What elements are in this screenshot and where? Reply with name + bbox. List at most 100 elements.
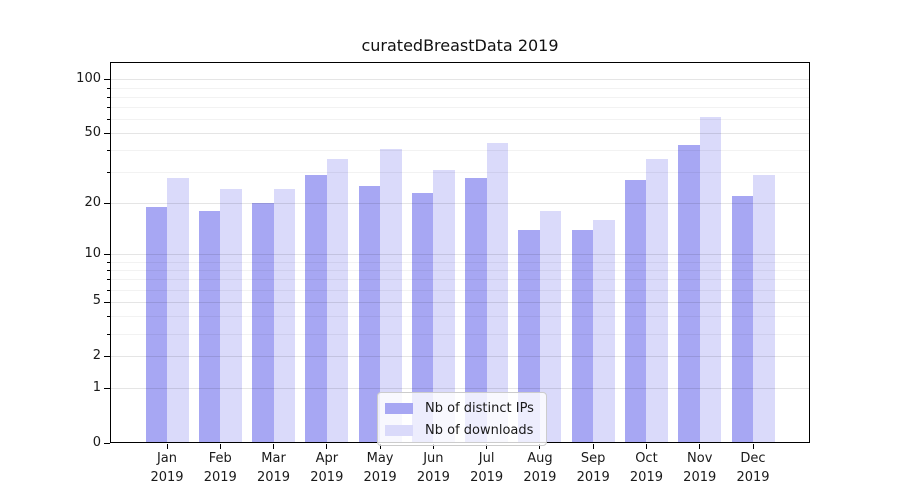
x-label-year-oct: 2019 <box>629 470 663 485</box>
x-tick-label-mar: Mar 2019 <box>244 449 304 487</box>
x-label-year-nov: 2019 <box>683 470 717 485</box>
legend-swatch-nb-of-distinct-ips <box>385 402 413 414</box>
bar-nb-of-downloads-may <box>380 148 402 443</box>
x-tick-label-feb: Feb 2019 <box>190 449 250 487</box>
bar-nb-of-distinct-ips-feb <box>198 211 221 443</box>
legend-label-nb-of-distinct-ips: Nb of distinct IPs <box>425 400 534 416</box>
bar-nb-of-distinct-ips-jun <box>411 192 434 443</box>
y-minor-tick-30 <box>107 172 110 174</box>
minor-gridline-7 <box>111 279 809 281</box>
y-tick-label-2: 2 <box>92 347 101 363</box>
y-tick-label-0: 0 <box>92 434 101 450</box>
y-tick-label-100: 100 <box>76 70 101 86</box>
minor-gridline-9 <box>111 261 809 263</box>
x-label-year-jan: 2019 <box>150 470 184 485</box>
bar-nb-of-distinct-ips-nov <box>678 144 700 443</box>
y-minor-tick-70 <box>107 107 110 109</box>
gridline-10 <box>111 254 809 256</box>
y-tick-label-20: 20 <box>84 194 101 210</box>
gridline-50 <box>111 133 809 135</box>
chart-title: curatedBreastData 2019 <box>361 36 559 55</box>
x-tick-label-apr: Apr 2019 <box>297 449 357 487</box>
x-tick-nov <box>699 444 701 449</box>
minor-gridline-90 <box>111 87 809 89</box>
bar-nb-of-distinct-ips-aug <box>518 229 540 443</box>
bar-nb-of-distinct-ips-dec <box>731 195 753 443</box>
x-tick-sep <box>592 444 594 449</box>
bar-nb-of-downloads-jun <box>433 169 455 443</box>
y-tick-1 <box>104 388 110 390</box>
y-tick-2 <box>104 356 110 358</box>
y-tick-label-1: 1 <box>92 379 101 395</box>
x-label-month-nov: Nov <box>687 451 713 466</box>
bar-nb-of-downloads-apr <box>326 158 349 443</box>
x-label-year-sep: 2019 <box>576 470 610 485</box>
x-tick-apr <box>326 444 328 449</box>
bar-nb-of-distinct-ips-may <box>358 186 381 443</box>
bar-nb-of-distinct-ips-apr <box>305 175 327 443</box>
x-tick-label-nov: Nov 2019 <box>670 449 730 487</box>
y-minor-tick-6 <box>107 289 110 291</box>
y-tick-50 <box>104 133 110 135</box>
x-label-year-jun: 2019 <box>416 470 450 485</box>
bar-nb-of-downloads-aug <box>539 211 562 443</box>
x-label-year-may: 2019 <box>363 470 397 485</box>
y-minor-tick-8 <box>107 269 110 271</box>
gridline-2 <box>111 356 809 358</box>
minor-gridline-3 <box>111 333 809 335</box>
x-label-year-aug: 2019 <box>523 470 557 485</box>
y-minor-tick-7 <box>107 279 110 281</box>
y-minor-tick-90 <box>107 87 110 89</box>
legend: Nb of distinct IPs Nb of downloads <box>377 392 547 446</box>
bar-nb-of-distinct-ips-mar <box>252 203 274 443</box>
x-label-year-jul: 2019 <box>470 470 504 485</box>
bar-nb-of-downloads-jul <box>486 143 509 443</box>
x-tick-label-jul: Jul 2019 <box>457 449 517 487</box>
gridline-20 <box>111 203 809 205</box>
minor-gridline-4 <box>111 316 809 318</box>
bar-nb-of-downloads-nov <box>699 116 722 443</box>
x-tick-feb <box>219 444 221 449</box>
x-tick-label-dec: Dec 2019 <box>723 449 783 487</box>
bar-nb-of-distinct-ips-jan <box>145 206 167 443</box>
x-label-month-oct: Oct <box>635 451 658 466</box>
bar-nb-of-downloads-feb <box>220 189 242 443</box>
x-tick-mar <box>273 444 275 449</box>
x-tick-jun <box>432 444 434 449</box>
x-label-year-apr: 2019 <box>310 470 344 485</box>
y-minor-tick-60 <box>107 119 110 121</box>
x-label-month-mar: Mar <box>261 451 286 466</box>
minor-gridline-6 <box>111 289 809 291</box>
minor-gridline-80 <box>111 96 809 98</box>
x-tick-label-oct: Oct 2019 <box>616 449 676 487</box>
x-label-year-feb: 2019 <box>203 470 237 485</box>
x-tick-jul <box>486 444 488 449</box>
minor-gridline-70 <box>111 107 809 109</box>
y-minor-tick-9 <box>107 261 110 263</box>
y-tick-0 <box>104 443 110 444</box>
y-minor-tick-80 <box>107 96 110 98</box>
y-tick-20 <box>104 203 110 205</box>
y-tick-5 <box>104 301 110 303</box>
x-tick-dec <box>752 444 754 449</box>
y-minor-tick-40 <box>107 150 110 152</box>
x-tick-may <box>379 444 381 449</box>
x-label-month-apr: Apr <box>315 451 339 466</box>
x-label-year-dec: 2019 <box>736 470 770 485</box>
minor-gridline-30 <box>111 172 809 174</box>
x-label-month-sep: Sep <box>580 451 606 466</box>
bar-nb-of-distinct-ips-sep <box>571 229 594 443</box>
y-tick-100 <box>104 79 110 81</box>
y-tick-label-10: 10 <box>84 245 101 261</box>
legend-item-nb-of-downloads: Nb of downloads <box>385 420 534 440</box>
bar-nb-of-distinct-ips-oct <box>624 180 647 443</box>
x-tick-label-jun: Jun 2019 <box>403 449 463 487</box>
y-tick-label-50: 50 <box>84 124 101 140</box>
bar-nb-of-downloads-jan <box>167 177 189 443</box>
x-label-month-aug: Aug <box>527 451 553 466</box>
bar-nb-of-downloads-oct <box>646 158 668 443</box>
x-label-month-jul: Jul <box>478 451 495 466</box>
x-tick-jan <box>166 444 168 449</box>
y-tick-label-5: 5 <box>92 293 101 309</box>
